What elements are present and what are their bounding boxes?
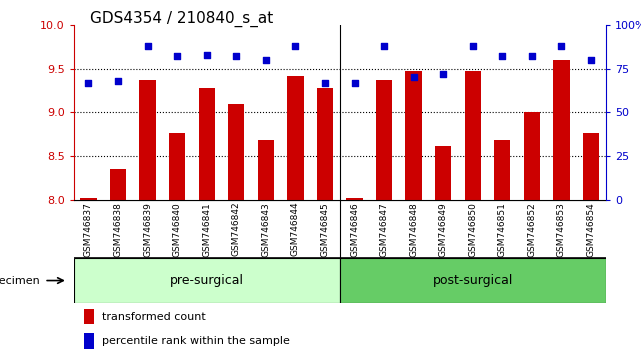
Text: percentile rank within the sample: percentile rank within the sample xyxy=(102,336,290,346)
Text: specimen: specimen xyxy=(0,275,40,286)
Point xyxy=(467,43,478,48)
Point xyxy=(83,80,94,85)
Bar xyxy=(258,141,274,200)
Point xyxy=(172,53,182,59)
Bar xyxy=(287,76,304,200)
Point xyxy=(113,78,123,84)
Bar xyxy=(346,198,363,200)
Bar xyxy=(199,88,215,200)
Bar xyxy=(553,60,570,200)
Text: post-surgical: post-surgical xyxy=(433,274,513,287)
Text: GSM746843: GSM746843 xyxy=(262,202,271,257)
Bar xyxy=(465,71,481,200)
Bar xyxy=(376,80,392,200)
Point xyxy=(379,43,389,48)
Bar xyxy=(85,309,94,324)
Point xyxy=(527,53,537,59)
Point xyxy=(586,57,596,63)
Text: GSM746846: GSM746846 xyxy=(350,202,359,257)
Point xyxy=(349,80,360,85)
Text: GSM746844: GSM746844 xyxy=(291,202,300,256)
Point xyxy=(438,71,448,77)
Bar xyxy=(110,169,126,200)
Bar xyxy=(140,80,156,200)
Point xyxy=(142,43,153,48)
Text: GSM746848: GSM746848 xyxy=(409,202,418,257)
Bar xyxy=(74,258,340,303)
Text: GSM746851: GSM746851 xyxy=(498,202,507,257)
Bar xyxy=(406,71,422,200)
Text: GSM746841: GSM746841 xyxy=(202,202,212,257)
Text: GSM746853: GSM746853 xyxy=(557,202,566,257)
Point xyxy=(231,53,242,59)
Point xyxy=(408,75,419,80)
Text: GSM746839: GSM746839 xyxy=(143,202,152,257)
Bar xyxy=(340,258,606,303)
Text: GSM746849: GSM746849 xyxy=(438,202,447,257)
Point xyxy=(497,53,508,59)
Bar xyxy=(494,141,510,200)
Text: transformed count: transformed count xyxy=(102,312,206,321)
Text: GSM746840: GSM746840 xyxy=(172,202,181,257)
Point xyxy=(201,52,212,57)
Text: GSM746845: GSM746845 xyxy=(320,202,329,257)
Text: GDS4354 / 210840_s_at: GDS4354 / 210840_s_at xyxy=(90,11,273,27)
Bar xyxy=(435,146,451,200)
Text: GSM746842: GSM746842 xyxy=(232,202,241,256)
Bar xyxy=(317,88,333,200)
Point xyxy=(556,43,567,48)
Text: pre-surgical: pre-surgical xyxy=(170,274,244,287)
Bar xyxy=(583,132,599,200)
Text: GSM746852: GSM746852 xyxy=(528,202,537,257)
Bar xyxy=(85,333,94,349)
Point xyxy=(290,43,301,48)
Bar xyxy=(169,132,185,200)
Text: GSM746847: GSM746847 xyxy=(379,202,388,257)
Point xyxy=(320,80,330,85)
Text: GSM746850: GSM746850 xyxy=(468,202,478,257)
Bar xyxy=(80,198,97,200)
Bar xyxy=(228,104,244,200)
Text: GSM746838: GSM746838 xyxy=(113,202,122,257)
Text: GSM746837: GSM746837 xyxy=(84,202,93,257)
Point xyxy=(261,57,271,63)
Bar xyxy=(524,113,540,200)
Text: GSM746854: GSM746854 xyxy=(587,202,595,257)
